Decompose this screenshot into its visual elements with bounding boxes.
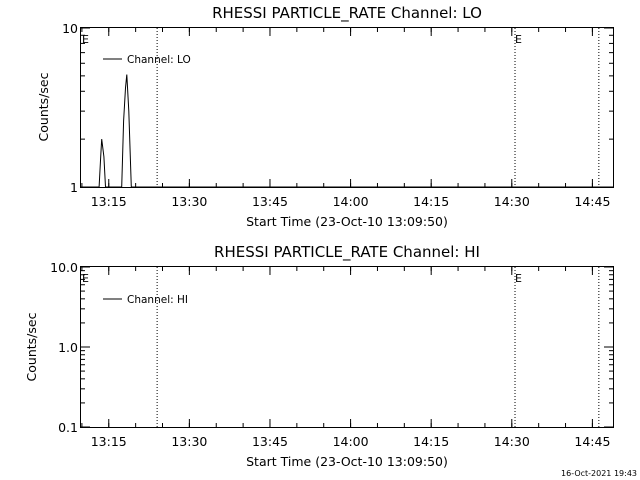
x-tick-label: 14:30: [494, 434, 530, 449]
x-tick-label: 14:45: [574, 194, 610, 209]
footer-timestamp: 16-Oct-2021 19:43: [561, 469, 637, 478]
x-tick-label: 13:15: [91, 194, 127, 209]
panel-lo: RHESSI PARTICLE_RATE Channel: LO Counts/…: [36, 4, 614, 229]
event-marker-label: E: [515, 272, 522, 285]
event-marker-label: E: [82, 272, 89, 285]
event-marker-label: E: [515, 33, 522, 46]
x-tick-label: 13:30: [171, 194, 207, 209]
x-axis-label-lo: Start Time (23-Oct-10 13:09:50): [246, 214, 448, 229]
chart-title-hi: RHESSI PARTICLE_RATE Channel: HI: [214, 243, 480, 262]
y-tick-label: 1: [70, 180, 78, 195]
marks-hi: 13:15 13:30 13:45 14:00 14:15 14:30 14:45 0.1 1.…: [50, 260, 613, 449]
x-tick-label: 14:15: [413, 194, 449, 209]
x-tick-label: 14:30: [494, 194, 530, 209]
panel-hi: RHESSI PARTICLE_RATE Channel: HI Counts/…: [24, 243, 614, 469]
x-tick-label: 14:00: [333, 194, 369, 209]
x-tick-label: 13:45: [252, 194, 288, 209]
y-axis-label-hi: Counts/sec: [24, 312, 39, 381]
chart-title-lo: RHESSI PARTICLE_RATE Channel: LO: [212, 4, 482, 23]
x-tick-label: 14:00: [333, 434, 369, 449]
event-marker-label: E: [82, 33, 89, 46]
x-tick-label: 13:30: [171, 434, 207, 449]
x-tick-label: 14:45: [574, 434, 610, 449]
x-axis-label-hi: Start Time (23-Oct-10 13:09:50): [246, 454, 448, 469]
y-tick-label: 10: [62, 21, 78, 36]
y-axis-label-lo: Counts/sec: [36, 72, 51, 141]
y-tick-label: 0.1: [58, 420, 78, 435]
marks-lo: 13:15 13:30 13:45 14:00 14:15 14:30 14:45 1 10 E E: [62, 21, 613, 209]
plot-frame-lo: [80, 27, 614, 188]
y-tick-label: 10.0: [50, 260, 78, 275]
x-tick-label: 13:45: [252, 434, 288, 449]
x-tick-label: 13:15: [91, 434, 127, 449]
x-tick-label: 14:15: [413, 434, 449, 449]
y-tick-label: 1.0: [58, 340, 78, 355]
series-line: [81, 74, 609, 188]
plot-frame-hi: [80, 266, 614, 428]
legend-label-lo: Channel: LO: [127, 54, 191, 66]
